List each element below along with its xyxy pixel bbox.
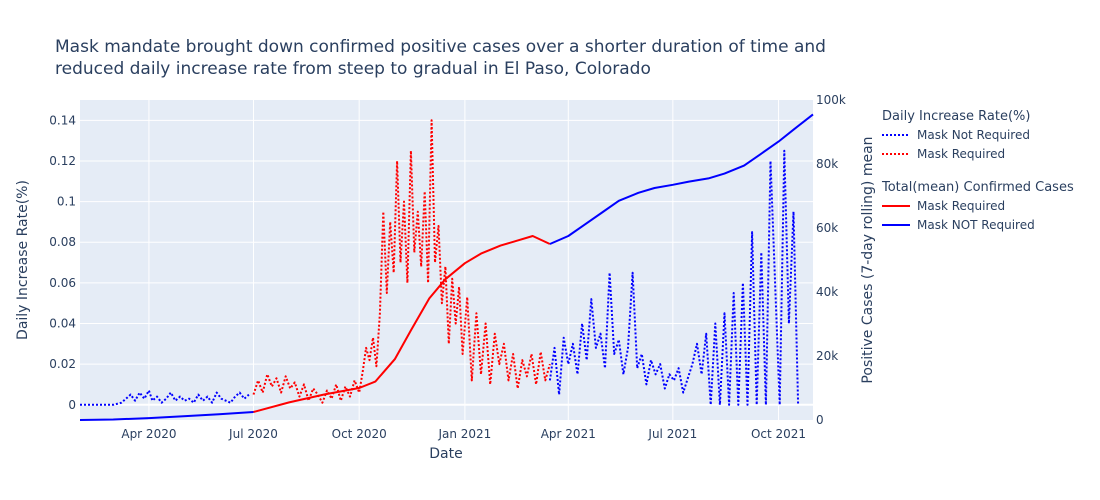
- y-left-tick-label-7: 0.14: [49, 113, 76, 127]
- grid-lines: [80, 100, 813, 420]
- y-axis-right-title: Positive Cases (7-day rolling) mean: [860, 136, 876, 383]
- chart-title-line-2: reduced daily increase rate from steep t…: [55, 59, 651, 79]
- series-line-1: [252, 119, 551, 404]
- y-left-tick-label-0: 0: [68, 398, 76, 412]
- axes: Apr 2020 Jul 2020 Oct 2020 Jan 2021 Apr 2021…: [49, 93, 846, 441]
- series-line-3: [79, 411, 254, 421]
- x-tick-label-2: Oct 2020: [332, 427, 387, 441]
- series-line-5: [549, 113, 814, 245]
- y-right-tick-label-2: 40k: [816, 285, 838, 299]
- legend-item-0-1[interactable]: Mask Required: [917, 147, 1005, 161]
- y-right-tick-label-0: 0: [816, 413, 824, 427]
- series-line-4: [253, 235, 551, 413]
- x-tick-label-6: Oct 2021: [751, 427, 806, 441]
- series-layer: [79, 113, 814, 421]
- legend-item-1-1[interactable]: Mask NOT Required: [917, 218, 1035, 232]
- legend-item-0-0[interactable]: Mask Not Required: [917, 128, 1030, 142]
- plot-background: [80, 100, 813, 420]
- legend-item-1-0[interactable]: Mask Required: [917, 199, 1005, 213]
- x-tick-label-5: Jul 2021: [647, 427, 697, 441]
- y-right-tick-label-3: 60k: [816, 221, 838, 235]
- y-right-tick-label-1: 20k: [816, 349, 838, 363]
- y-left-tick-label-4: 0.08: [49, 235, 76, 249]
- y-left-tick-label-2: 0.04: [49, 316, 76, 330]
- y-right-tick-label-4: 80k: [816, 157, 838, 171]
- x-tick-label-4: Apr 2021: [541, 427, 596, 441]
- y-left-tick-label-5: 0.1: [57, 195, 76, 209]
- x-tick-label-3: Jan 2021: [437, 427, 491, 441]
- legend-group-title-0: Daily Increase Rate(%): [882, 109, 1030, 124]
- y-axis-left-title: Daily Increase Rate(%): [15, 180, 31, 340]
- y-left-tick-label-1: 0.02: [49, 357, 76, 371]
- legend-group-title-1: Total(mean) Confirmed Cases: [881, 180, 1074, 195]
- legend: Daily Increase Rate(%) Mask Not Required M…: [881, 109, 1074, 232]
- x-tick-label-0: Apr 2020: [121, 427, 176, 441]
- chart-title-line-1: Mask mandate brought down confirmed posi…: [55, 37, 826, 57]
- x-tick-label-1: Jul 2020: [228, 427, 278, 441]
- x-axis-title: Date: [429, 446, 462, 462]
- y-right-tick-label-5: 100k: [816, 93, 846, 107]
- y-left-tick-label-6: 0.12: [49, 154, 76, 168]
- series-line-2: [548, 149, 800, 406]
- y-left-tick-label-3: 0.06: [49, 276, 76, 290]
- series-line-0: [80, 389, 250, 406]
